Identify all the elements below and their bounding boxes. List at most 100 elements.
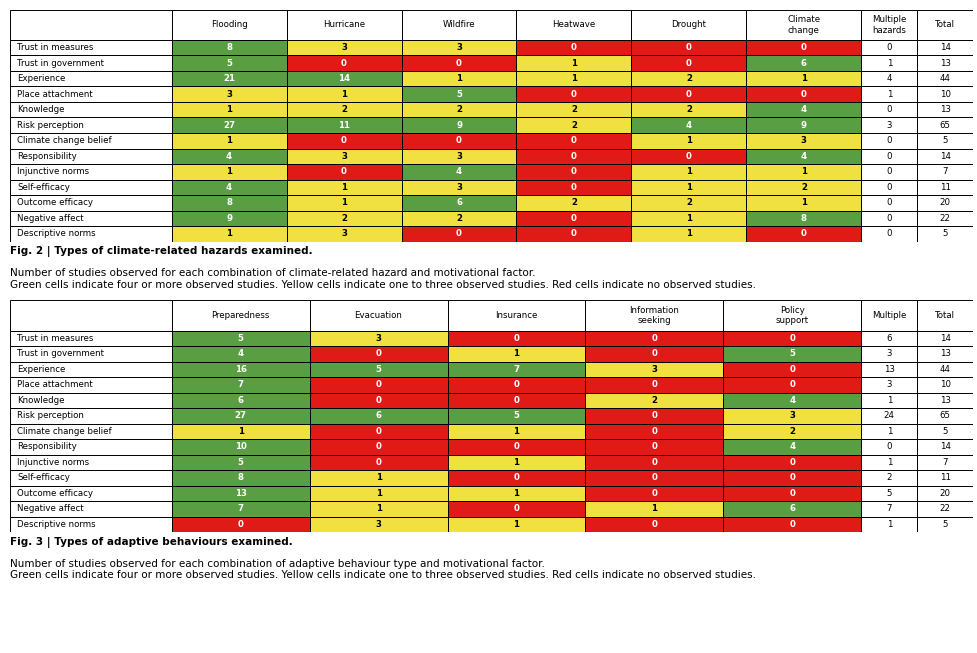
Bar: [171, 195, 286, 210]
Text: 2: 2: [800, 183, 806, 192]
Bar: [402, 118, 516, 133]
Bar: [402, 56, 516, 71]
Bar: [402, 210, 516, 226]
Bar: [631, 164, 745, 180]
Text: 0: 0: [788, 380, 794, 389]
Bar: [916, 10, 972, 40]
Text: 1: 1: [800, 199, 806, 207]
Text: Fig. 2 | Types of climate-related hazards examined.: Fig. 2 | Types of climate-related hazard…: [10, 246, 312, 257]
Text: 0: 0: [885, 136, 891, 145]
Text: 1: 1: [375, 473, 381, 483]
Text: Experience: Experience: [18, 74, 65, 83]
Bar: [10, 439, 171, 454]
Text: 0: 0: [788, 489, 794, 498]
Bar: [171, 486, 310, 501]
Text: 11: 11: [338, 121, 350, 130]
Text: 0: 0: [513, 442, 519, 451]
Text: 8: 8: [800, 214, 806, 223]
Text: 13: 13: [883, 365, 894, 374]
Bar: [861, 454, 916, 470]
Text: 0: 0: [571, 214, 576, 223]
Text: 0: 0: [788, 365, 794, 374]
Bar: [631, 118, 745, 133]
Bar: [516, 10, 631, 40]
Bar: [861, 470, 916, 486]
Bar: [171, 10, 286, 40]
Text: 0: 0: [685, 43, 691, 52]
Text: 9: 9: [455, 121, 461, 130]
Text: Hurricane: Hurricane: [322, 20, 364, 29]
Text: 3: 3: [226, 89, 232, 99]
Text: 1: 1: [651, 504, 657, 513]
Bar: [10, 226, 171, 242]
Bar: [516, 118, 631, 133]
Bar: [631, 210, 745, 226]
Text: 2: 2: [788, 427, 794, 436]
Text: 0: 0: [685, 151, 691, 161]
Text: 0: 0: [571, 167, 576, 176]
Text: 5: 5: [513, 411, 519, 421]
Text: Wildfire: Wildfire: [443, 20, 475, 29]
Text: Descriptive norms: Descriptive norms: [18, 229, 96, 238]
Bar: [916, 71, 972, 86]
Bar: [171, 118, 286, 133]
Bar: [723, 377, 861, 392]
Bar: [723, 300, 861, 330]
Bar: [585, 517, 723, 532]
Text: 5: 5: [942, 427, 947, 436]
Bar: [310, 501, 447, 517]
Bar: [723, 362, 861, 377]
Text: 22: 22: [939, 214, 950, 223]
Bar: [171, 501, 310, 517]
Text: 4: 4: [788, 396, 794, 405]
Bar: [286, 133, 402, 148]
Text: 65: 65: [939, 121, 950, 130]
Bar: [631, 195, 745, 210]
Text: 1: 1: [513, 458, 519, 467]
Bar: [861, 180, 916, 195]
Text: 0: 0: [513, 380, 519, 389]
Text: 8: 8: [226, 199, 232, 207]
Text: Self-efficacy: Self-efficacy: [18, 183, 70, 192]
Text: Place attachment: Place attachment: [18, 89, 93, 99]
Text: 0: 0: [651, 458, 657, 467]
Text: 14: 14: [939, 151, 950, 161]
Text: 0: 0: [885, 183, 891, 192]
Bar: [861, 118, 916, 133]
Bar: [861, 133, 916, 148]
Bar: [402, 40, 516, 56]
Text: 10: 10: [234, 442, 246, 451]
Text: 20: 20: [939, 489, 950, 498]
Text: 0: 0: [685, 89, 691, 99]
Text: Negative affect: Negative affect: [18, 214, 84, 223]
Text: 14: 14: [338, 74, 350, 83]
Text: Trust in measures: Trust in measures: [18, 334, 94, 343]
Bar: [585, 377, 723, 392]
Text: Total: Total: [934, 20, 955, 29]
Bar: [171, 408, 310, 424]
Bar: [516, 180, 631, 195]
Text: 1: 1: [885, 396, 891, 405]
Bar: [447, 486, 585, 501]
Text: 3: 3: [341, 229, 347, 238]
Bar: [723, 408, 861, 424]
Text: 0: 0: [341, 59, 347, 68]
Text: 0: 0: [885, 199, 891, 207]
Text: Climate
change: Climate change: [786, 15, 820, 35]
Bar: [310, 486, 447, 501]
Bar: [402, 86, 516, 102]
Text: 1: 1: [226, 105, 232, 114]
Bar: [723, 424, 861, 439]
Text: 1: 1: [885, 458, 891, 467]
Text: 4: 4: [885, 74, 891, 83]
Bar: [916, 517, 972, 532]
Text: 6: 6: [375, 411, 381, 421]
Text: 3: 3: [788, 411, 794, 421]
Text: 0: 0: [571, 43, 576, 52]
Text: 2: 2: [685, 199, 691, 207]
Text: 5: 5: [237, 458, 243, 467]
Bar: [10, 300, 171, 330]
Text: 0: 0: [571, 229, 576, 238]
Bar: [916, 102, 972, 118]
Bar: [723, 346, 861, 362]
